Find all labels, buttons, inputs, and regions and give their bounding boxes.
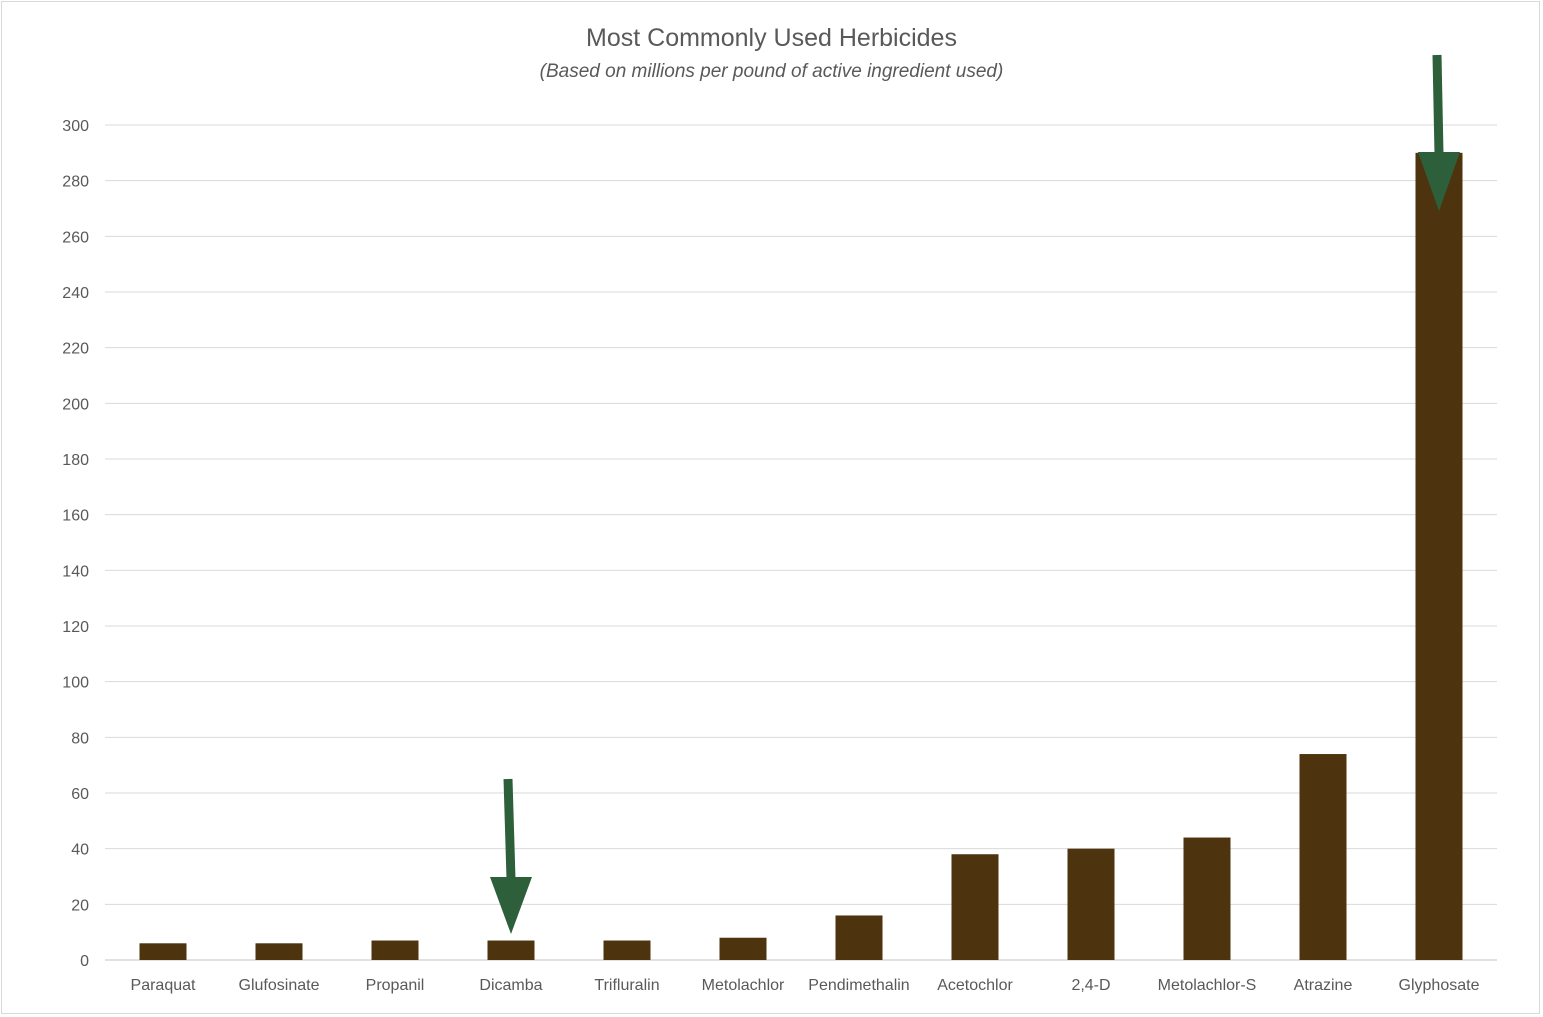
y-tick-label: 60 [71, 786, 89, 803]
bars [139, 152, 1463, 961]
bar-2-4-d [1067, 848, 1115, 960]
bar-dicamba [487, 940, 535, 960]
y-tick-label: 300 [62, 118, 89, 135]
bar-acetochlor [951, 854, 999, 960]
x-tick-label: Trifluralin [594, 977, 659, 994]
arrow-shaft [1432, 54, 1444, 155]
bar-pendimethalin [835, 915, 883, 960]
x-tick-label: Dicamba [479, 977, 542, 994]
x-axis-labels: Paraquat Glufosinate Propanil Dicamba Triflu… [131, 977, 1480, 994]
arrow-head [1418, 152, 1460, 211]
x-tick-label: Atrazine [1294, 977, 1353, 994]
bar-metolachlor [719, 937, 767, 960]
y-tick-label: 20 [71, 897, 89, 914]
y-tick-label: 100 [62, 675, 89, 692]
annotation-arrows [490, 54, 1460, 934]
arrow-shaft [503, 778, 516, 880]
arrow-head [490, 877, 532, 934]
y-tick-label: 240 [62, 285, 89, 302]
x-tick-label: Glyphosate [1399, 977, 1480, 994]
y-tick-label: 140 [62, 563, 89, 580]
y-tick-label: 80 [71, 730, 89, 747]
x-tick-label: Paraquat [131, 977, 196, 994]
y-tick-label: 120 [62, 619, 89, 636]
bar-atrazine [1299, 754, 1347, 960]
bar-propanil [371, 940, 419, 960]
y-tick-label: 180 [62, 452, 89, 469]
x-tick-label: Glufosinate [239, 977, 320, 994]
bar-metolachlor-s [1183, 837, 1231, 960]
y-tick-label: 40 [71, 842, 89, 859]
chart-title: Most Commonly Used Herbicides [586, 24, 957, 52]
y-tick-label: 160 [62, 508, 89, 525]
x-tick-label: Pendimethalin [808, 977, 909, 994]
y-axis-ticks: 0 20 40 60 80 100 120 140 160 180 200 220 240 260 280 3… [62, 118, 89, 970]
x-tick-label: Propanil [366, 977, 425, 994]
bar-paraquat [139, 943, 187, 960]
y-tick-label: 260 [62, 229, 89, 246]
y-tick-label: 200 [62, 396, 89, 413]
x-tick-label: Metolachlor-S [1158, 977, 1257, 994]
y-tick-label: 220 [62, 341, 89, 358]
bar-glufosinate [255, 943, 303, 960]
bar-trifluralin [603, 940, 651, 960]
x-tick-label: 2,4-D [1071, 977, 1110, 994]
y-tick-label: 280 [62, 174, 89, 191]
bar-glyphosate [1415, 152, 1463, 961]
gridlines [105, 124, 1497, 961]
x-tick-label: Metolachlor [702, 977, 785, 994]
chart-subtitle: (Based on millions per pound of active i… [539, 61, 1004, 82]
x-tick-label: Acetochlor [937, 977, 1013, 994]
y-tick-label: 0 [80, 953, 89, 970]
